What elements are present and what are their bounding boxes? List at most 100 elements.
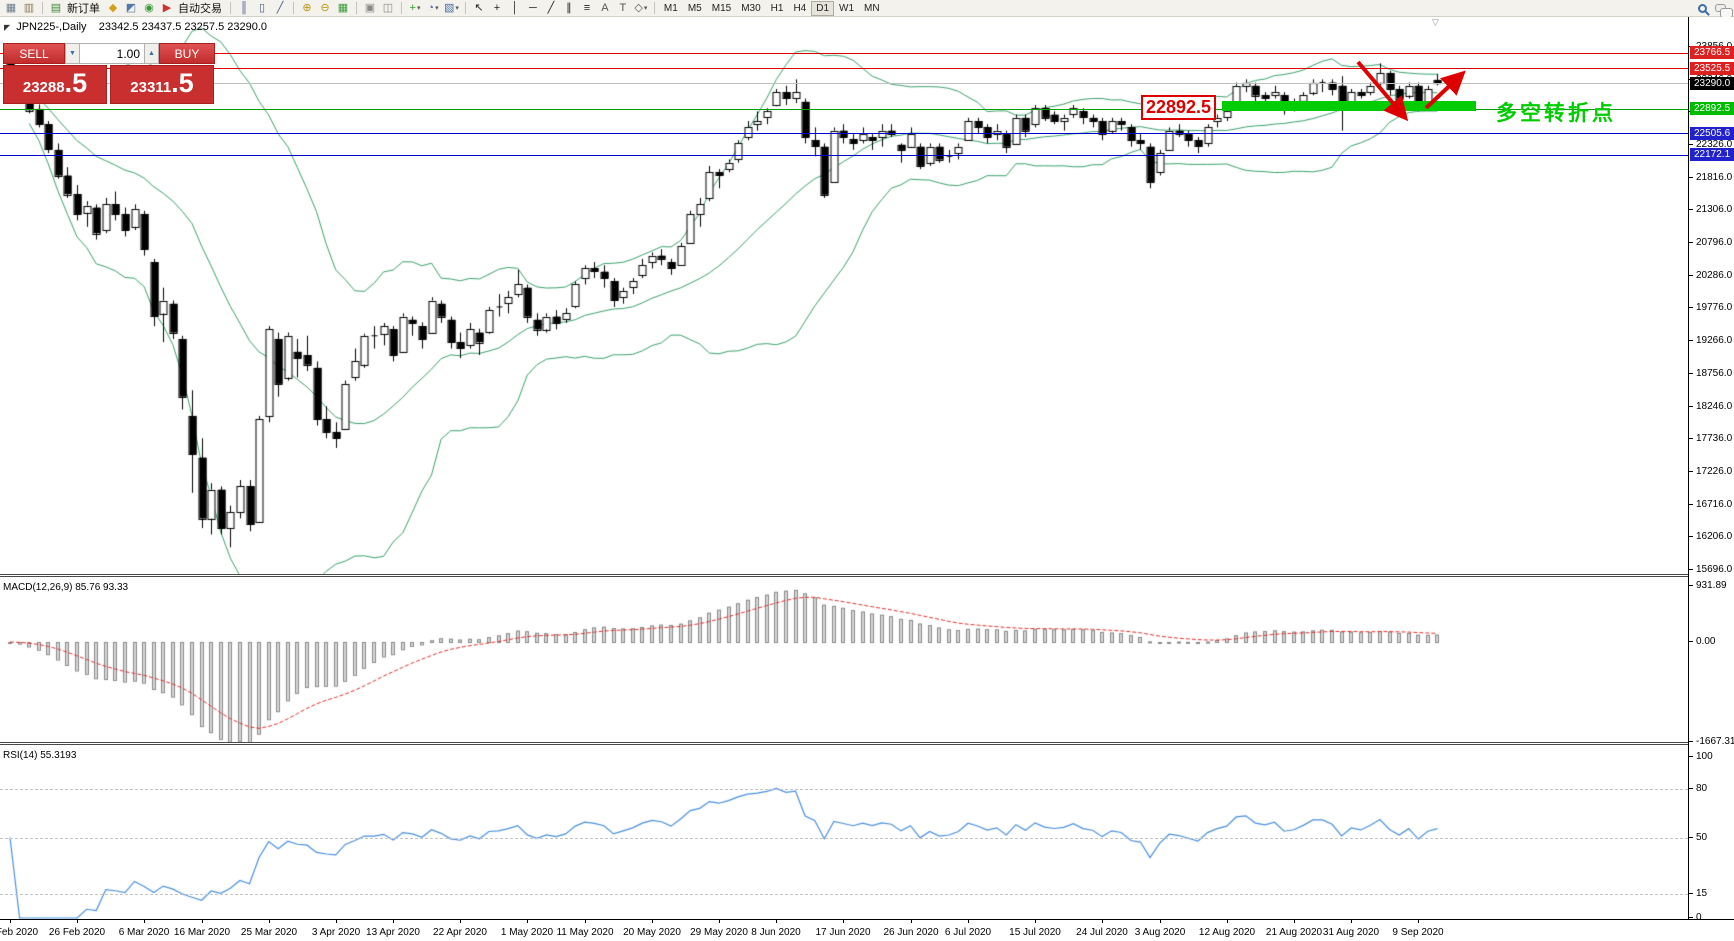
timeframe-m1[interactable]: M1 xyxy=(663,2,678,14)
autotrading-icon: ▶ xyxy=(162,1,172,14)
cursor-icon[interactable]: ↖ xyxy=(470,1,488,16)
date-tick xyxy=(10,920,11,923)
bullish-arrow[interactable] xyxy=(1424,70,1466,110)
volume-increase-button[interactable]: ▲ xyxy=(144,43,159,64)
tile-windows-icon[interactable]: ▦ xyxy=(334,1,352,16)
autotrading-label[interactable]: 自动交易 xyxy=(178,3,222,15)
history-center-icon[interactable]: ◆ xyxy=(104,1,122,16)
chart-canvas[interactable] xyxy=(0,17,1688,941)
sell-button[interactable]: SELL xyxy=(3,43,65,64)
support-line-2[interactable] xyxy=(0,155,1688,156)
pivot-line[interactable] xyxy=(0,109,1688,110)
price-tick-label: 18756.0 xyxy=(1689,368,1734,380)
zoom-out-icon: ⊖ xyxy=(320,1,330,14)
volume-decrease-button[interactable]: ▼ xyxy=(65,43,80,64)
timeframe-m15[interactable]: M15 xyxy=(711,2,732,14)
zoom-in-icon[interactable]: ⊕ xyxy=(298,1,316,16)
support-line-1[interactable] xyxy=(0,133,1688,134)
date-tick-label: 11 May 2020 xyxy=(556,927,614,938)
pivot-note-text[interactable]: 多空转折点 xyxy=(1496,102,1616,125)
bar-chart-icon[interactable]: ║ xyxy=(235,1,253,16)
rsi-pane-divider[interactable] xyxy=(0,742,1734,745)
timeframe-h1[interactable]: H1 xyxy=(770,2,784,14)
chat-icon[interactable] xyxy=(1715,4,1733,18)
date-tick-label: 3 Aug 2020 xyxy=(1134,927,1186,938)
volume-input[interactable] xyxy=(80,43,144,64)
date-tick-label: 22 Apr 2020 xyxy=(433,927,487,938)
dropdown-caret-icon[interactable]: ▾ xyxy=(643,5,648,12)
date-tick-label: 29 May 2020 xyxy=(690,927,748,938)
signals-icon[interactable]: ◉ xyxy=(140,1,158,16)
pivot-line-tag: 22892.5 xyxy=(1690,102,1734,115)
vertical-line-icon[interactable]: │ xyxy=(506,1,524,16)
rsi-tick-label: 100 xyxy=(1689,751,1734,763)
resistance-line-2[interactable] xyxy=(0,68,1688,69)
date-tick-label: 20 May 2020 xyxy=(623,927,681,938)
new-order-label[interactable]: 新订单 xyxy=(67,3,100,15)
date-tick-label: 31 Aug 2020 xyxy=(1322,927,1380,938)
chart-title: ◤ JPN225-,Daily 23342.5 23437.5 23257.5 … xyxy=(4,21,267,33)
autotrading-icon[interactable]: ▶ xyxy=(158,1,176,16)
price-tick-label: 22326.0 xyxy=(1689,139,1734,151)
resistance-line-1-tag: 23766.5 xyxy=(1690,46,1734,59)
date-tick xyxy=(843,920,844,923)
bid-price-box[interactable]: 23288 .5 xyxy=(3,65,107,104)
timeframe-d1[interactable]: D1 xyxy=(811,0,835,16)
timeframe-m30[interactable]: M30 xyxy=(741,2,761,14)
resistance-line-1[interactable] xyxy=(0,53,1688,54)
chart-window-icon[interactable]: ◫ xyxy=(379,1,397,16)
ask-price-pips: .5 xyxy=(171,68,194,98)
fibonacci-icon[interactable]: ≡ xyxy=(578,1,596,16)
date-tick xyxy=(144,920,145,923)
date-tick-label: 26 Feb 2020 xyxy=(48,927,106,938)
period-icon[interactable]: ◔ ▾ xyxy=(424,1,442,16)
price-axis[interactable]: 15696.0 16206.0 16716.0 17226.0 17736.0 18246… xyxy=(1688,17,1734,941)
date-tick-label: 21 Aug 2020 xyxy=(1265,927,1323,938)
date-tick xyxy=(336,920,337,923)
template-icon[interactable]: ▧ ▾ xyxy=(442,1,461,16)
timeframe-mn[interactable]: MN xyxy=(864,2,880,14)
shapes-icon: ◇ xyxy=(634,1,643,14)
horizontal-line-icon[interactable]: ─ xyxy=(524,1,542,16)
expert-icon[interactable]: ◩ xyxy=(122,1,140,16)
date-tick xyxy=(1294,920,1295,923)
macd-min-label: -1667.31 xyxy=(1689,736,1734,748)
new-chart-icon[interactable]: ▦ xyxy=(2,1,20,16)
macd-pane-divider[interactable] xyxy=(0,574,1734,577)
text-label-icon[interactable]: T xyxy=(614,1,632,16)
zoom-out-icon[interactable]: ⊖ xyxy=(316,1,334,16)
pivot-zone-band[interactable] xyxy=(1222,101,1476,111)
dropdown-caret-icon[interactable]: ▾ xyxy=(455,5,459,12)
trend-arrows-annotation[interactable] xyxy=(1340,55,1480,135)
crosshair-icon[interactable]: + xyxy=(488,1,506,16)
timeframe-m5[interactable]: M5 xyxy=(687,2,702,14)
shapes-icon[interactable]: ◇ ▾ xyxy=(632,1,650,16)
dropdown-caret-icon[interactable]: ▾ xyxy=(416,5,421,12)
timeframe-h4[interactable]: H4 xyxy=(793,2,807,14)
ask-price-box[interactable]: 23311 .5 xyxy=(110,65,214,104)
search-icon[interactable] xyxy=(1698,3,1707,13)
horizontal-line-icon: ─ xyxy=(529,1,537,14)
text-icon[interactable]: A xyxy=(596,1,614,16)
current-price-line[interactable] xyxy=(0,83,1688,84)
toolbar-separator xyxy=(464,2,466,14)
line-chart-icon[interactable]: ╱ xyxy=(271,1,289,16)
cascade-windows-icon[interactable]: ▣ xyxy=(361,1,379,16)
profiles-icon[interactable]: ▥ xyxy=(20,1,38,16)
date-tick xyxy=(202,920,203,923)
dropdown-caret-icon[interactable]: ▾ xyxy=(435,5,439,12)
date-tick xyxy=(1160,920,1161,923)
date-tick-label: 25 Mar 2020 xyxy=(240,927,298,938)
candlestick-chart-icon[interactable]: ▯ xyxy=(253,1,271,16)
buy-button[interactable]: BUY xyxy=(159,43,215,64)
trendline-icon[interactable]: ╱ xyxy=(542,1,560,16)
new-order-icon[interactable]: ▤ xyxy=(47,1,65,16)
pivot-price-label[interactable]: 22892.5 xyxy=(1141,95,1216,120)
date-tick xyxy=(652,920,653,923)
chart-shift-marker[interactable]: ▽ xyxy=(1432,17,1439,27)
add-indicator-icon[interactable]: + ▾ xyxy=(406,1,424,16)
timeframe-w1[interactable]: W1 xyxy=(839,2,855,14)
bearish-arrow[interactable] xyxy=(1356,60,1409,122)
channel-icon[interactable]: ∥ xyxy=(560,1,578,16)
